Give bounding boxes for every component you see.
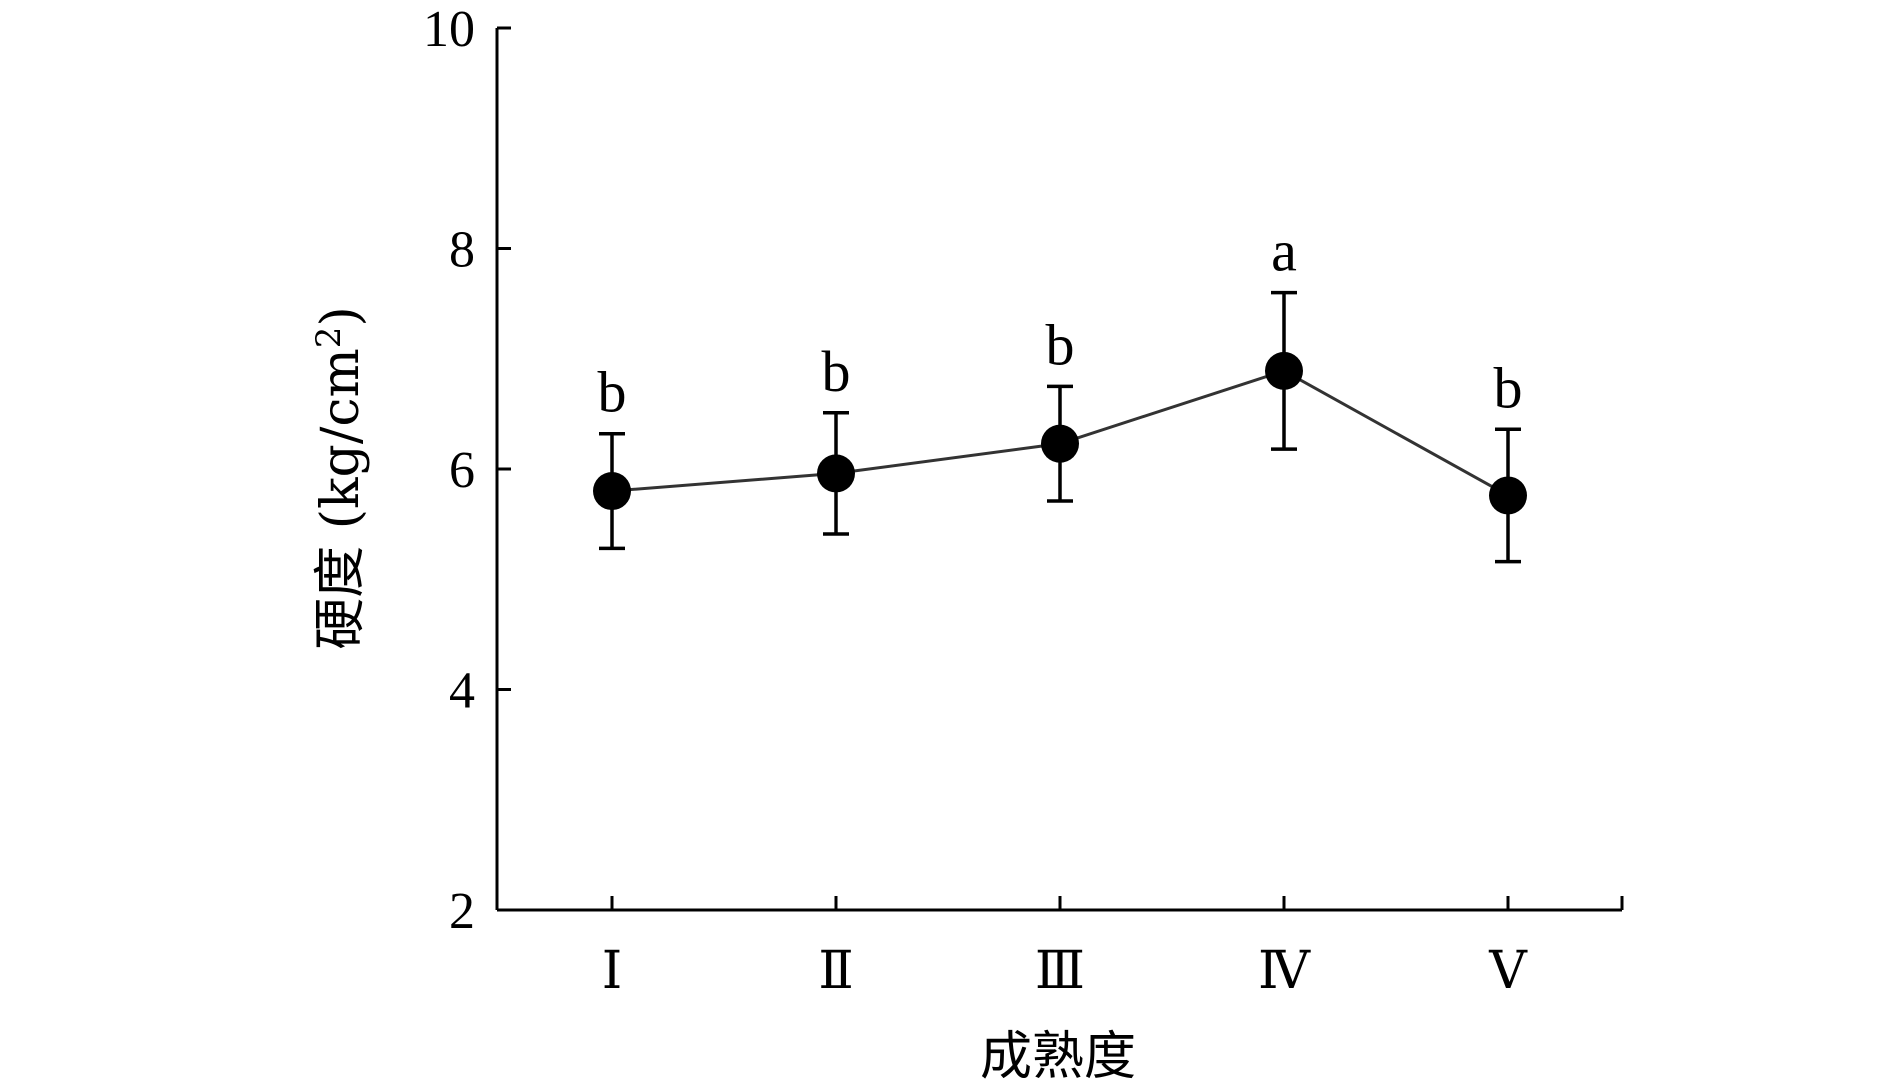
y-ticks: 2 4 6 8 10 bbox=[423, 1, 511, 940]
y-tick-label: 10 bbox=[423, 1, 475, 58]
significance-label: b bbox=[1494, 355, 1523, 420]
x-tick-label: Ⅴ bbox=[1488, 943, 1528, 1000]
y-tick-label: 6 bbox=[449, 442, 475, 499]
x-tick-label: Ⅳ bbox=[1258, 943, 1311, 1000]
y-tick-label: 8 bbox=[449, 222, 475, 279]
data-point bbox=[1041, 424, 1079, 463]
data-point bbox=[1265, 351, 1303, 390]
data-point bbox=[817, 454, 855, 493]
y-axis-title-main: 硬度 (kg/cm bbox=[311, 348, 371, 650]
x-ticks: Ⅰ Ⅱ Ⅲ Ⅳ Ⅴ bbox=[602, 896, 1528, 1000]
data-marks: b b b a b bbox=[593, 219, 1527, 564]
y-axis-title: 硬度 (kg/cm2) bbox=[309, 306, 371, 650]
x-tick-label: Ⅱ bbox=[818, 943, 853, 1000]
y-axis-title-suffix: ) bbox=[311, 306, 371, 326]
significance-label: b bbox=[822, 339, 851, 404]
x-axis-title: 成熟度 bbox=[980, 1027, 1136, 1087]
x-tick-label: Ⅰ bbox=[602, 943, 623, 1000]
significance-label: a bbox=[1271, 219, 1297, 284]
y-axis-title-superscript: 2 bbox=[309, 327, 349, 349]
significance-label: b bbox=[1046, 312, 1075, 377]
y-tick-label: 2 bbox=[449, 883, 475, 940]
data-point bbox=[1489, 476, 1527, 515]
y-tick-label: 4 bbox=[449, 663, 475, 720]
significance-label: b bbox=[598, 360, 627, 425]
x-tick-label: Ⅲ bbox=[1035, 943, 1085, 1000]
data-point bbox=[593, 472, 631, 511]
